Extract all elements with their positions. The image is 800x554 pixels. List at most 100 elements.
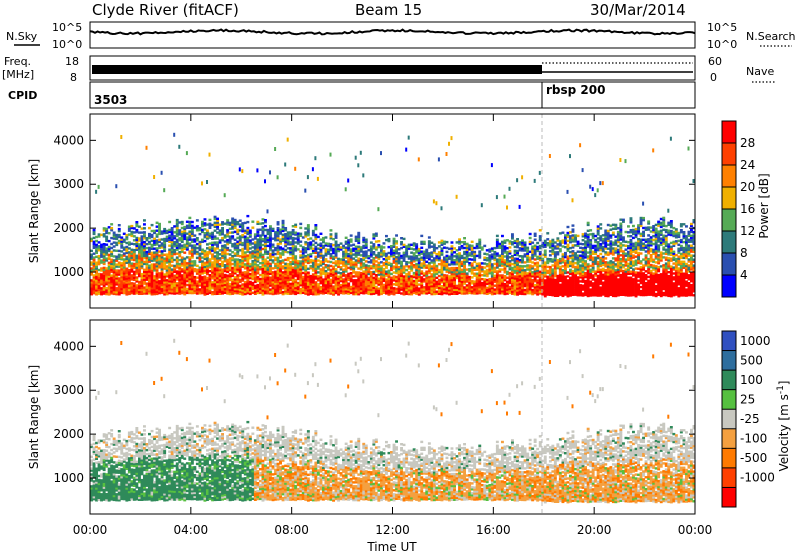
power-cell	[553, 294, 557, 297]
power-cell	[299, 287, 303, 291]
power-cell	[518, 286, 522, 289]
power-cell	[427, 246, 431, 249]
power-cell	[138, 272, 141, 276]
power-cell	[92, 232, 96, 236]
power-cell	[450, 266, 454, 270]
power-cell	[374, 274, 378, 277]
power-cell	[453, 288, 456, 292]
power-cell	[216, 227, 219, 230]
power-cell	[264, 284, 267, 287]
power-cell	[173, 268, 177, 272]
power-cell	[306, 245, 310, 249]
power-cell	[450, 257, 454, 260]
power-cell	[135, 246, 139, 250]
power-cell	[369, 259, 373, 262]
power-cell	[410, 281, 414, 284]
power-cell	[531, 267, 535, 270]
power-cell	[286, 243, 290, 246]
power-cell	[432, 199, 435, 204]
power-cell	[138, 255, 141, 258]
power-cell	[175, 274, 179, 277]
power-cell	[291, 256, 295, 259]
power-cell	[274, 264, 277, 268]
power-cell	[211, 271, 214, 274]
power-cell	[390, 254, 393, 258]
power-cell	[130, 248, 134, 251]
power-cell	[206, 251, 209, 254]
power-cell	[513, 275, 517, 278]
power-cell	[571, 271, 575, 275]
power-cell	[344, 284, 348, 287]
power-cell	[584, 246, 587, 249]
power-cell	[324, 283, 328, 287]
power-cell	[117, 257, 121, 260]
power-cell	[334, 291, 338, 295]
power-cell	[299, 250, 303, 253]
power-cell	[405, 147, 408, 152]
power-cell	[551, 248, 555, 251]
power-cell	[538, 258, 542, 262]
power-cell	[541, 253, 545, 257]
power-cell	[367, 290, 371, 293]
power-cell	[304, 276, 308, 280]
power-cell	[561, 274, 565, 278]
power-cell	[251, 273, 255, 277]
power-cell	[551, 274, 555, 277]
power-cell	[228, 292, 232, 296]
power-cell	[246, 286, 250, 289]
power-cell	[284, 292, 288, 295]
power-cell	[415, 290, 419, 293]
power-cell	[153, 277, 156, 280]
power-cell	[178, 262, 182, 266]
power-cell	[188, 216, 192, 220]
power-cell	[158, 282, 161, 285]
power-cell	[304, 251, 308, 254]
power-cell	[291, 254, 295, 258]
power-cell	[569, 246, 572, 250]
power-cell	[420, 240, 424, 244]
power-cell	[425, 254, 429, 258]
power-cell	[571, 224, 575, 227]
power-cell	[445, 290, 449, 293]
power-cell	[395, 291, 398, 294]
power-cell	[140, 265, 144, 268]
power-cell	[221, 246, 224, 250]
power-cell	[480, 266, 484, 269]
power-cell	[528, 286, 532, 289]
power-cell	[279, 268, 282, 271]
power-cell	[100, 289, 103, 292]
power-cell	[359, 279, 363, 283]
power-cell	[153, 281, 156, 284]
power-cell	[296, 281, 300, 285]
power-cell	[334, 252, 338, 255]
power-cell	[132, 250, 136, 254]
power-cell	[359, 277, 363, 281]
power-cell	[188, 270, 192, 273]
cpid-panel: CPID 3503 rbsp 200	[8, 81, 696, 109]
power-cell	[291, 246, 295, 250]
power-cell	[437, 257, 441, 260]
power-cell	[513, 263, 517, 266]
power-cell	[506, 252, 509, 256]
power-cell	[359, 260, 363, 263]
power-cell	[294, 255, 298, 258]
power-cell	[364, 256, 368, 259]
power-cell	[130, 252, 134, 255]
power-cell	[511, 292, 514, 295]
power-cell	[556, 290, 560, 294]
power-cell	[125, 279, 129, 282]
power-cell	[125, 245, 129, 249]
power-cell	[314, 273, 318, 276]
power-cell	[506, 276, 509, 279]
power-cell	[415, 270, 419, 274]
power-cell	[206, 235, 209, 238]
power-cell	[440, 279, 444, 282]
power-cell	[231, 221, 235, 224]
power-cell	[226, 264, 230, 267]
power-cell	[203, 232, 207, 235]
power-cell	[102, 274, 106, 277]
power-cell	[357, 279, 361, 282]
power-cell	[380, 284, 383, 288]
power-cell	[465, 286, 469, 289]
power-cell	[395, 283, 398, 287]
